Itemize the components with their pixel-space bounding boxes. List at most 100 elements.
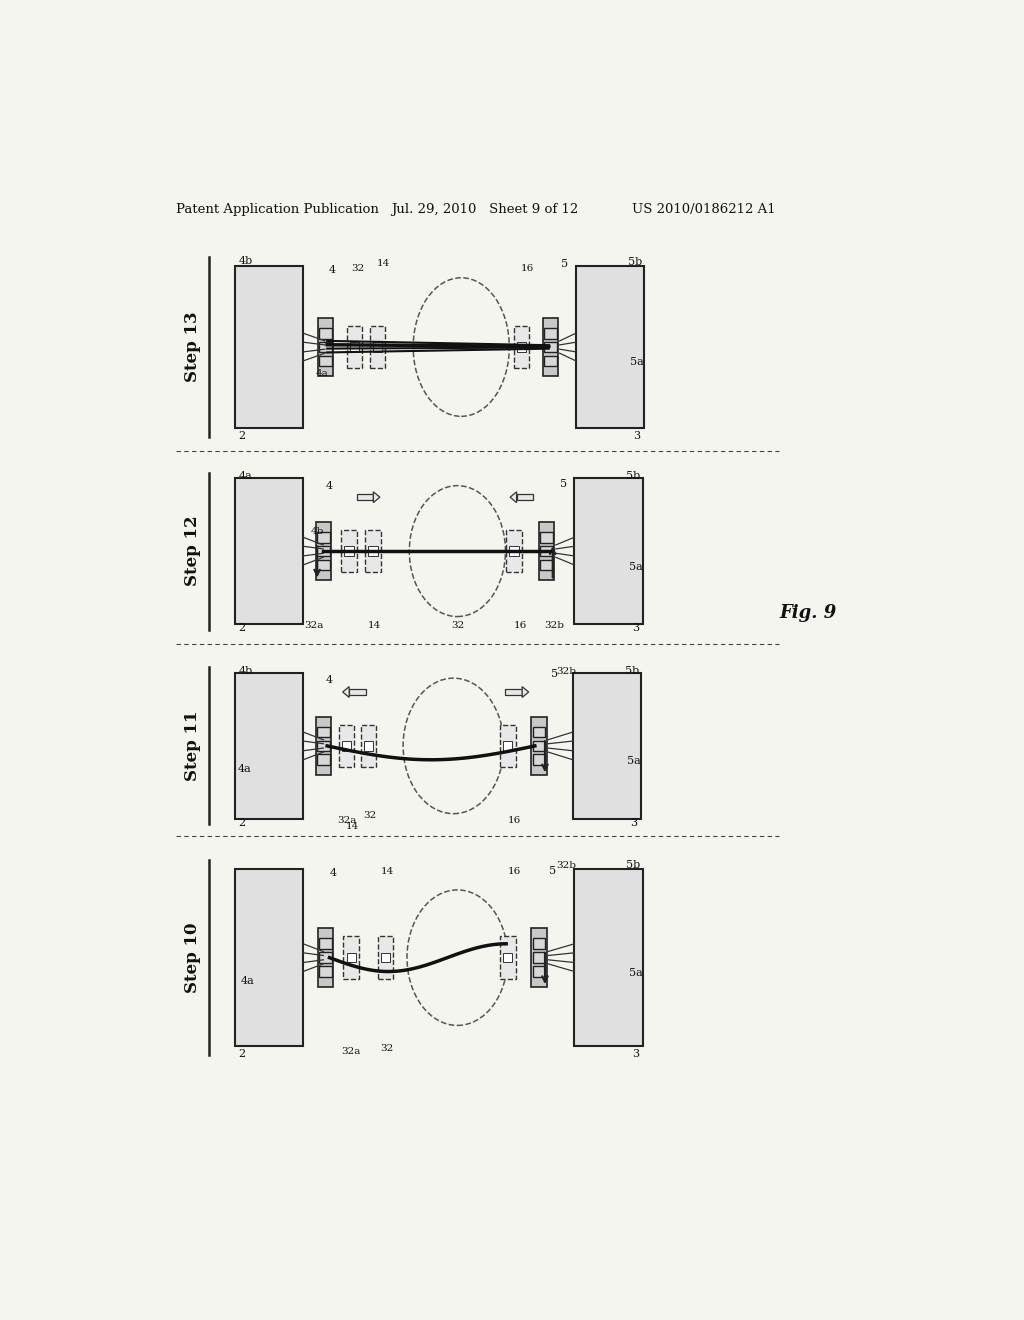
Bar <box>366 529 381 573</box>
Bar <box>509 546 518 556</box>
Bar <box>317 741 330 751</box>
Bar <box>532 952 545 964</box>
Bar <box>531 928 547 987</box>
Polygon shape <box>374 492 380 503</box>
Text: 32: 32 <box>451 622 464 630</box>
Bar <box>532 726 545 738</box>
Text: 32b: 32b <box>556 667 575 676</box>
Bar <box>532 741 545 751</box>
Bar <box>346 953 356 962</box>
Bar <box>503 953 512 962</box>
Text: 2: 2 <box>239 430 246 441</box>
Text: 3: 3 <box>632 623 639 634</box>
Text: 5a: 5a <box>629 561 642 572</box>
Bar <box>370 326 385 368</box>
Text: 32: 32 <box>380 1044 393 1053</box>
Text: 32b: 32b <box>544 622 564 630</box>
Bar <box>500 725 515 767</box>
Text: 16: 16 <box>507 816 520 825</box>
Bar <box>349 342 359 351</box>
Bar <box>319 952 332 964</box>
Text: 16: 16 <box>513 622 526 630</box>
Bar <box>506 689 522 696</box>
Text: 32: 32 <box>364 810 377 820</box>
Bar <box>574 869 643 1047</box>
Bar <box>319 939 332 949</box>
Text: 4a: 4a <box>315 370 328 379</box>
Bar <box>514 326 529 368</box>
Bar <box>544 327 557 339</box>
Text: 5a: 5a <box>629 968 642 978</box>
Bar <box>517 342 526 351</box>
Text: 5b: 5b <box>625 667 639 676</box>
Text: 5: 5 <box>551 669 558 680</box>
Text: 4: 4 <box>329 265 336 275</box>
Text: 32: 32 <box>351 264 365 273</box>
Bar <box>500 936 515 979</box>
Text: 5a: 5a <box>631 358 644 367</box>
Text: Step 12: Step 12 <box>184 516 201 586</box>
Text: 3: 3 <box>632 1049 639 1059</box>
Bar <box>341 529 356 573</box>
Bar <box>544 355 557 367</box>
Bar <box>234 869 303 1047</box>
Bar <box>346 326 362 368</box>
Bar <box>317 545 330 557</box>
Text: Step 11: Step 11 <box>184 710 201 781</box>
Bar <box>319 327 332 339</box>
Text: 5: 5 <box>560 479 567 490</box>
Bar <box>317 560 330 570</box>
Text: Fig. 9: Fig. 9 <box>779 603 837 622</box>
Bar <box>369 546 378 556</box>
Bar <box>541 560 553 570</box>
Text: 14: 14 <box>377 260 390 268</box>
Text: 5: 5 <box>561 259 568 269</box>
Bar <box>317 532 330 543</box>
Polygon shape <box>343 686 349 697</box>
Text: Step 10: Step 10 <box>184 923 201 993</box>
Text: 4a: 4a <box>238 764 251 774</box>
Bar <box>574 478 643 624</box>
Text: 14: 14 <box>368 622 381 630</box>
Bar <box>373 342 382 351</box>
Bar <box>317 318 334 376</box>
Bar <box>360 725 376 767</box>
Bar <box>532 755 545 766</box>
Bar <box>544 342 557 352</box>
Bar <box>317 726 330 738</box>
Text: 2: 2 <box>239 818 246 828</box>
Text: 32b: 32b <box>556 861 575 870</box>
Bar <box>343 936 359 979</box>
Text: 2: 2 <box>239 1049 246 1059</box>
Bar <box>503 742 512 751</box>
Text: 4a: 4a <box>239 471 253 482</box>
Text: 5b: 5b <box>626 471 640 482</box>
Bar <box>234 267 303 428</box>
Text: 4b: 4b <box>310 528 324 536</box>
Bar <box>342 742 351 751</box>
Text: US 2010/0186212 A1: US 2010/0186212 A1 <box>632 203 775 216</box>
Text: 4: 4 <box>326 676 333 685</box>
Text: 14: 14 <box>346 822 359 832</box>
Text: 16: 16 <box>521 264 535 273</box>
Bar <box>516 494 534 500</box>
Bar <box>356 494 374 500</box>
Text: 32a: 32a <box>342 1047 360 1056</box>
Text: Patent Application Publication: Patent Application Publication <box>176 203 379 216</box>
Bar <box>532 939 545 949</box>
Bar <box>541 532 553 543</box>
Bar <box>315 717 331 775</box>
Bar <box>531 717 547 775</box>
Text: 32a: 32a <box>337 816 356 825</box>
Bar <box>378 936 393 979</box>
Bar <box>543 318 558 376</box>
Text: Jul. 29, 2010   Sheet 9 of 12: Jul. 29, 2010 Sheet 9 of 12 <box>391 203 579 216</box>
Bar <box>234 478 303 624</box>
Bar <box>315 521 331 581</box>
Text: 3: 3 <box>631 818 638 828</box>
Text: 32a: 32a <box>304 622 324 630</box>
Bar <box>319 342 332 352</box>
Bar <box>575 267 644 428</box>
Text: 3: 3 <box>634 430 641 441</box>
Text: 2: 2 <box>239 623 246 634</box>
